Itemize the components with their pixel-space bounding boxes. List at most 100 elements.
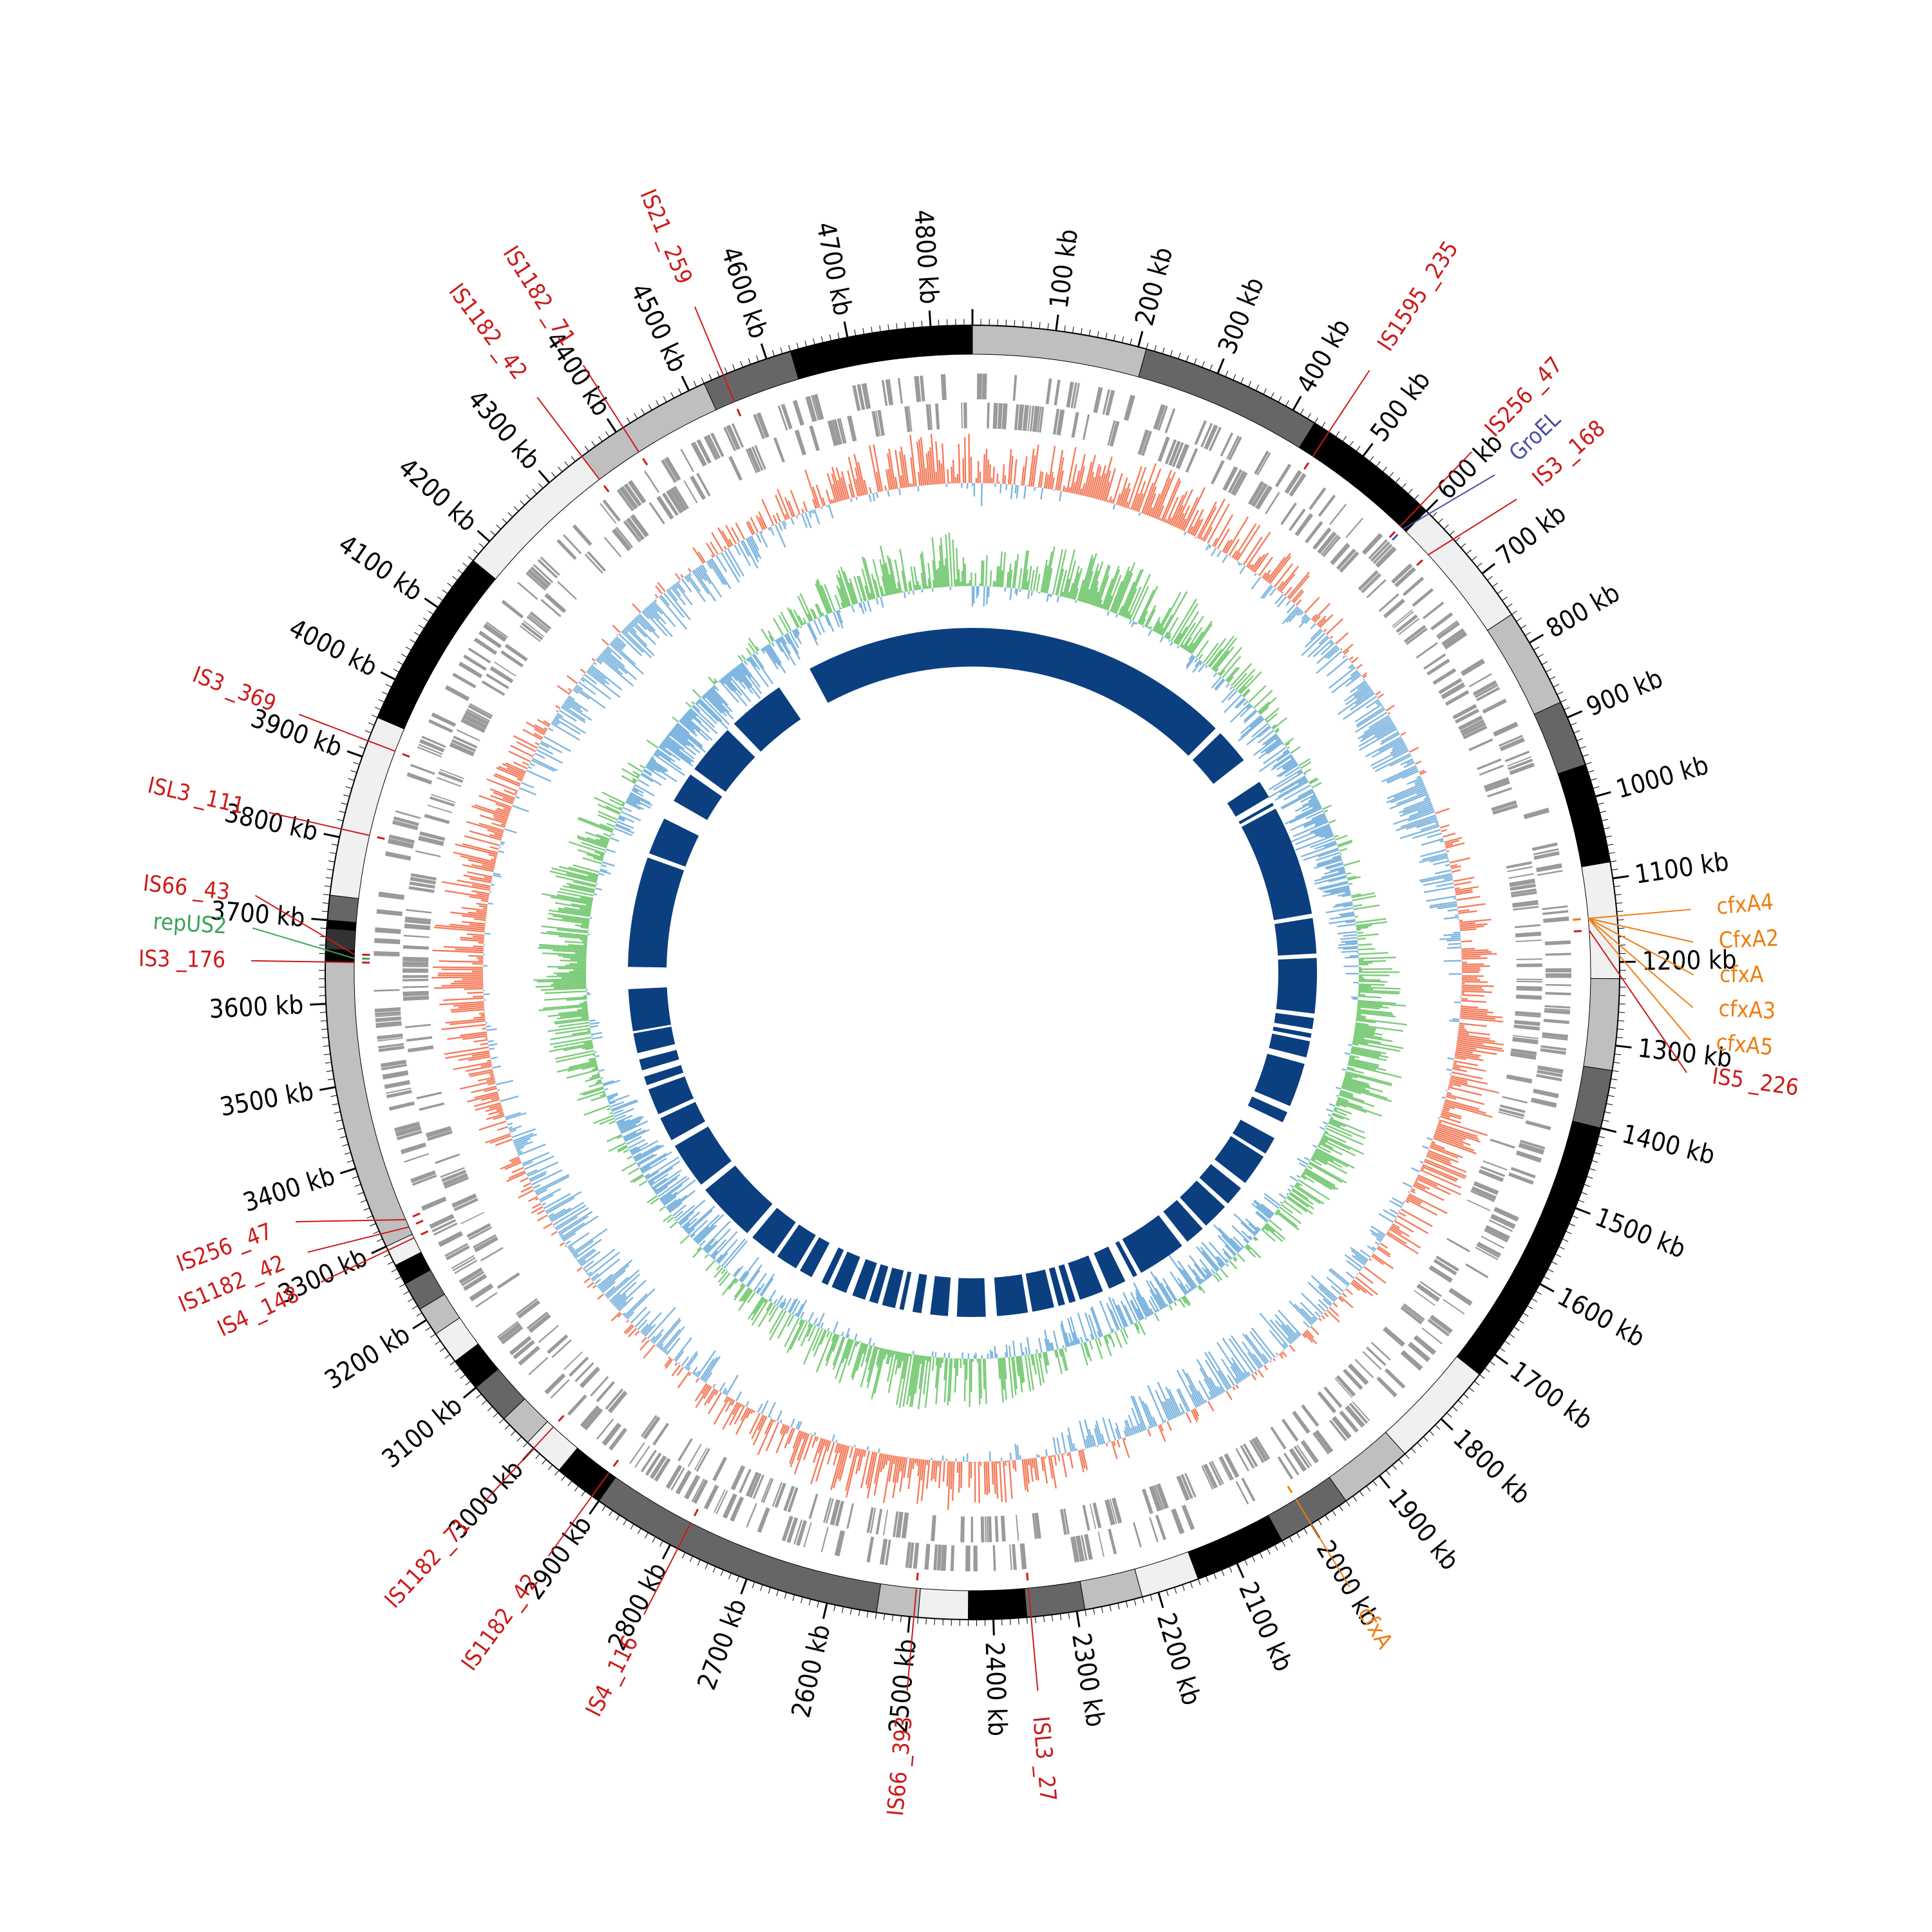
track-bar — [830, 499, 833, 504]
track-bar — [1190, 509, 1204, 535]
track-bar — [637, 614, 660, 639]
track-bar — [1372, 1246, 1377, 1251]
gene-block — [869, 1508, 876, 1534]
gene-block — [861, 383, 871, 410]
gene-block — [1000, 1515, 1006, 1542]
minor-tick — [752, 1582, 755, 1588]
track-bar — [695, 568, 704, 580]
track-bar — [656, 750, 672, 762]
track-bar — [1264, 1365, 1269, 1370]
track-bar — [691, 701, 696, 705]
track-bar — [647, 763, 660, 773]
track-bar — [1077, 466, 1085, 495]
track-bar — [1208, 1242, 1228, 1264]
gene-block — [745, 1472, 759, 1497]
minor-tick — [1607, 1095, 1615, 1097]
minor-tick — [1271, 392, 1274, 399]
major-tick — [371, 1245, 387, 1255]
track-bar — [1445, 1095, 1457, 1100]
scale-label: 2200 kb — [1151, 1610, 1206, 1709]
minor-tick — [1609, 1086, 1616, 1089]
track-bar — [1285, 600, 1291, 606]
gene-block — [730, 1465, 746, 1491]
track-bar — [443, 945, 484, 950]
track-bar — [669, 1202, 683, 1213]
gene-block — [529, 611, 552, 630]
track-bar — [1065, 1332, 1070, 1347]
track-bar — [1262, 733, 1277, 746]
track-bar — [550, 1032, 591, 1041]
track-bar — [544, 990, 587, 994]
track-bar — [1296, 1182, 1303, 1187]
track-bar — [1107, 1334, 1111, 1340]
track-bar — [1310, 623, 1316, 629]
track-bar — [749, 656, 761, 670]
track-bar — [750, 1298, 766, 1321]
gene-block — [837, 418, 846, 444]
gene-block — [1164, 408, 1176, 433]
gene-block — [402, 990, 429, 997]
track-bar — [1447, 946, 1462, 949]
track-bar — [1117, 1304, 1129, 1327]
gene-block — [1511, 1048, 1537, 1056]
track-bar — [1412, 1184, 1444, 1201]
track-bar — [883, 1349, 887, 1359]
track-bar — [702, 695, 706, 699]
gene-block — [421, 1196, 447, 1211]
track-bar — [469, 1070, 494, 1077]
track-bar — [543, 1003, 588, 1010]
track-bar — [461, 907, 488, 912]
feature-label: CfxA2 — [1718, 925, 1779, 954]
minor-tick — [532, 489, 537, 495]
track-bar — [1253, 735, 1279, 756]
track-bar — [628, 1167, 640, 1175]
track-bar — [449, 923, 486, 929]
track-bar — [667, 589, 678, 601]
gene-block — [847, 415, 857, 442]
track-bar — [469, 878, 492, 884]
track-bar — [1165, 616, 1179, 639]
track-bar — [582, 1260, 594, 1270]
track-bar — [619, 1119, 642, 1130]
track-bar — [573, 864, 600, 873]
track-bar — [574, 924, 589, 928]
track-bar — [1255, 1211, 1268, 1223]
track-bar — [920, 1459, 927, 1501]
gene-block — [1493, 721, 1519, 737]
track-bar — [1358, 718, 1392, 740]
gene-block — [404, 916, 431, 922]
track-bar — [498, 850, 505, 853]
gene-block — [590, 1376, 609, 1397]
minor-tick — [493, 1412, 498, 1417]
track-bar — [681, 717, 709, 741]
gene-block — [1155, 1515, 1166, 1540]
minor-tick — [1285, 400, 1289, 406]
track-bar — [1337, 1098, 1363, 1109]
track-bar — [681, 1211, 701, 1228]
track-bar — [1002, 464, 1005, 484]
gene-block — [509, 1336, 532, 1356]
track-bar — [857, 462, 867, 495]
track-bar — [1183, 487, 1206, 532]
track-bar — [1282, 743, 1285, 745]
minor-tick — [776, 1589, 779, 1596]
minor-tick — [1429, 1430, 1434, 1436]
track-bar — [453, 1061, 492, 1070]
track-bar — [1417, 1176, 1438, 1187]
track-bar — [1148, 1426, 1151, 1429]
track-bar — [1061, 1348, 1068, 1371]
track-bar — [848, 582, 857, 605]
track-bar — [1136, 1308, 1144, 1320]
track-bar — [1344, 1052, 1350, 1056]
track-bar — [664, 1358, 672, 1367]
track-bar — [755, 1287, 761, 1294]
track-bar — [909, 1354, 917, 1397]
track-bar — [1285, 607, 1300, 623]
track-bar — [659, 744, 681, 761]
track-bar — [838, 1340, 855, 1384]
gene-block — [1288, 508, 1306, 531]
track-bar — [631, 789, 644, 797]
track-bar — [1453, 876, 1475, 882]
track-bar — [1350, 665, 1355, 670]
gene-block — [1515, 1014, 1541, 1018]
